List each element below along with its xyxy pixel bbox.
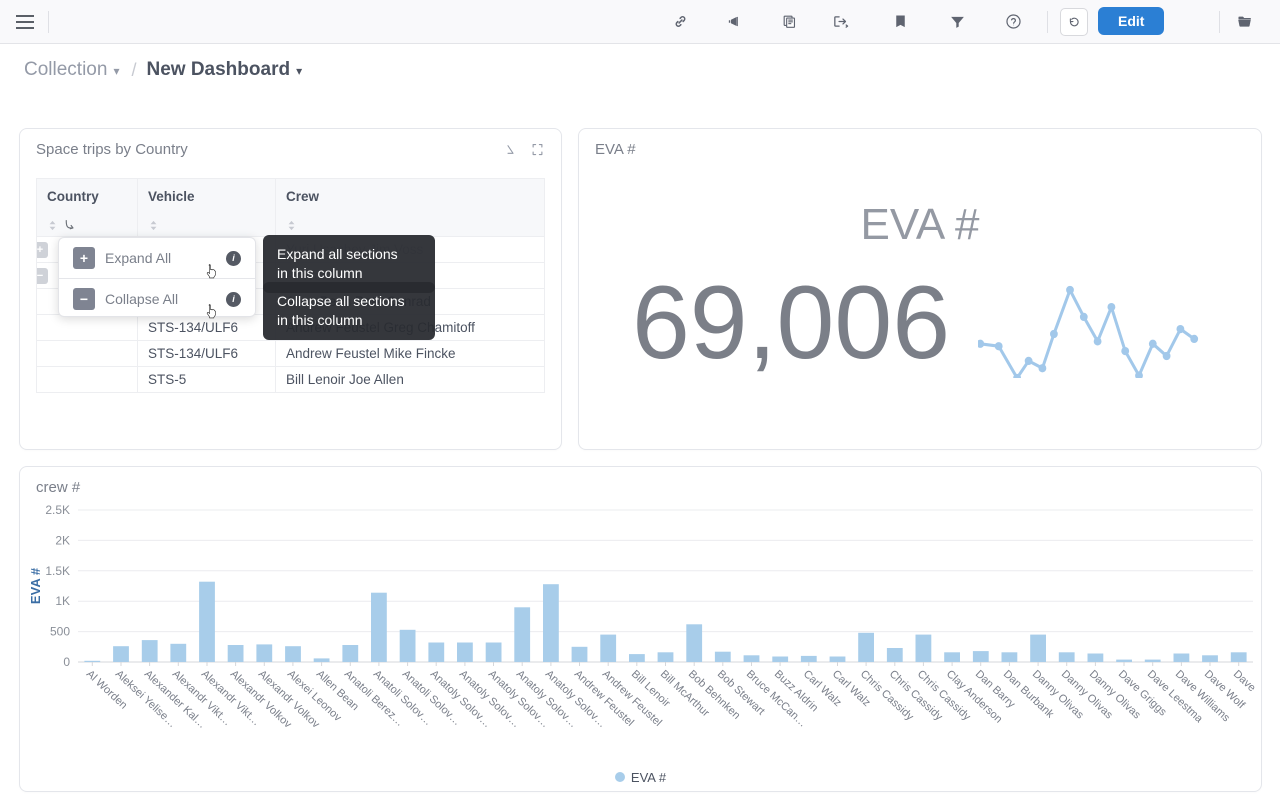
svg-text:500: 500 [50,625,70,639]
svg-text:EVA #: EVA # [28,567,43,604]
svg-text:2.5K: 2.5K [45,503,70,517]
svg-text:1K: 1K [55,594,70,608]
svg-text:2K: 2K [55,533,70,547]
svg-text:1.5K: 1.5K [45,564,70,578]
